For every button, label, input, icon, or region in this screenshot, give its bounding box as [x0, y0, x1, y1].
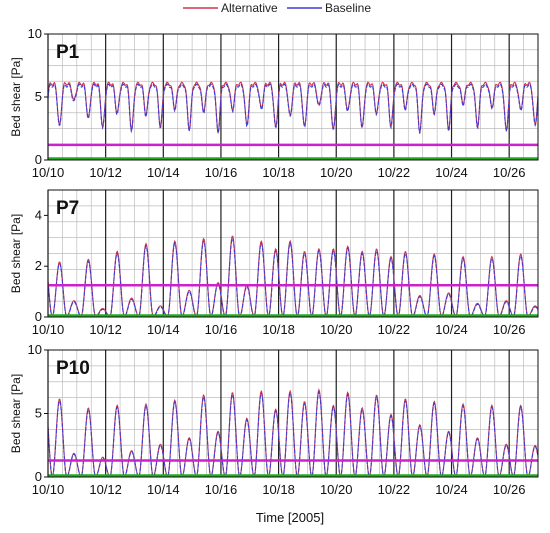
y-tick-label: 5	[35, 406, 42, 421]
x-tick-label: 10/24	[435, 482, 468, 497]
x-tick-label: 10/12	[89, 322, 122, 337]
plot-frame	[47, 189, 539, 318]
x-tick-label: 10/24	[435, 322, 468, 337]
y-axis-label: Bed shear [Pa]	[9, 374, 23, 453]
x-tick-label: 10/10	[32, 482, 65, 497]
panel-label: P10	[56, 358, 90, 379]
panel-label: P1	[56, 42, 80, 63]
x-tick-label: 10/18	[262, 322, 295, 337]
x-tick-label: 10/22	[378, 322, 411, 337]
x-tick-label: 10/22	[378, 482, 411, 497]
panel-p10: 0 5 10 10/10 10/12 10/14 10/16 10/18 10/20 10/22 1…	[9, 342, 539, 497]
y-tick-label: 0	[35, 152, 42, 167]
x-tick-label: 10/10	[32, 322, 65, 337]
y-tick-label: 5	[35, 89, 42, 104]
x-tick-label: 10/10	[32, 165, 65, 180]
legend-alternative-label: Alternative	[221, 1, 278, 15]
x-tick-label: 10/14	[147, 322, 180, 337]
x-tick-label: 10/26	[493, 322, 526, 337]
x-tick-label: 10/26	[493, 482, 526, 497]
y-tick-label: 0	[35, 469, 42, 484]
y-tick-label: 10	[28, 342, 42, 357]
y-tick-label: 4	[35, 207, 42, 222]
panel-p1: 0 5 10 10/10 10/12 10/14 10/16 10/18 10/20 10/22 1…	[9, 26, 539, 180]
x-tick-label: 10/14	[147, 482, 180, 497]
x-tick-label: 10/26	[493, 165, 526, 180]
x-tick-label: 10/20	[320, 322, 353, 337]
y-axis-label: Bed shear [Pa]	[9, 214, 23, 293]
x-tick-label: 10/18	[262, 165, 295, 180]
y-tick-label: 0	[35, 309, 42, 324]
y-tick-label: 2	[35, 258, 42, 273]
x-tick-label: 10/14	[147, 165, 180, 180]
x-axis-title: Time [2005]	[256, 510, 324, 525]
x-tick-label: 10/24	[435, 165, 468, 180]
x-tick-label: 10/12	[89, 482, 122, 497]
panel-label: P7	[56, 198, 79, 219]
x-tick-label: 10/12	[89, 165, 122, 180]
y-axis-label: Bed shear [Pa]	[9, 57, 23, 136]
x-tick-label: 10/16	[205, 482, 238, 497]
x-tick-label: 10/16	[205, 165, 238, 180]
panel-p7: 0 2 4 10/10 10/12 10/14 10/16 10/18 10/20 10/22 10…	[9, 189, 539, 337]
x-tick-label: 10/16	[205, 322, 238, 337]
x-tick-label: 10/18	[262, 482, 295, 497]
x-tick-label: 10/20	[320, 482, 353, 497]
x-tick-label: 10/22	[378, 165, 411, 180]
x-tick-label: 10/20	[320, 165, 353, 180]
y-tick-label: 10	[28, 26, 42, 41]
series-baseline-line	[47, 83, 539, 134]
legend-baseline-label: Baseline	[325, 1, 371, 15]
legend: Alternative Baseline	[183, 1, 371, 15]
